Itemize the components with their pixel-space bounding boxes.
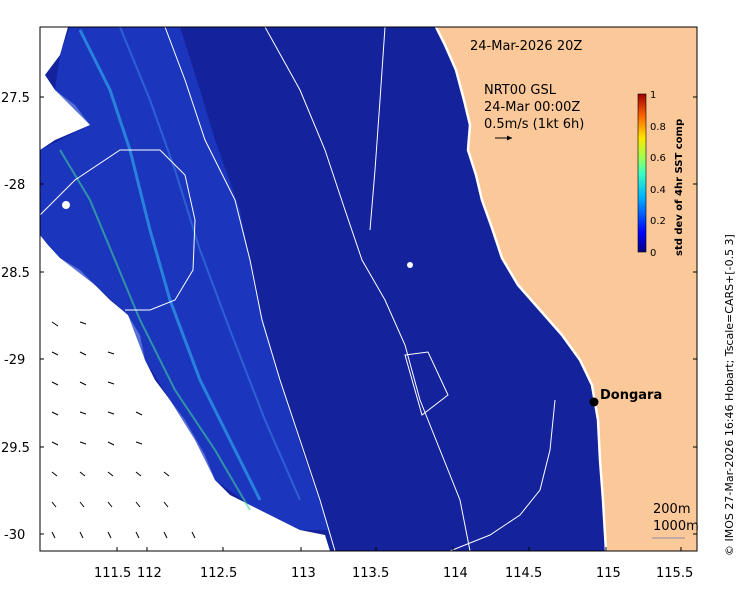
variability-streak bbox=[78, 29, 262, 501]
reef-outline bbox=[404, 351, 449, 416]
dongara-label: Dongara bbox=[600, 388, 662, 403]
colorbar-tick: 0.8 bbox=[650, 122, 666, 133]
plot-frame bbox=[39, 26, 698, 552]
map-timestamp: 24-Mar-2026 20Z bbox=[470, 39, 582, 54]
bathymetry-contour bbox=[69, 379, 211, 501]
contour-legend-200m: 200m bbox=[653, 502, 690, 517]
high-variability-band bbox=[40, 27, 330, 530]
contour-legend-1000m: 1000m bbox=[653, 519, 699, 534]
bathymetry-contour bbox=[369, 27, 386, 231]
no-data-gap bbox=[407, 262, 413, 268]
map-plot-area bbox=[40, 27, 697, 551]
colorbar-tick: 0 bbox=[650, 248, 656, 259]
bathymetry-contour bbox=[40, 149, 196, 311]
variability-streak bbox=[119, 27, 301, 501]
dongara-marker bbox=[589, 397, 599, 407]
x-tick-label: 112 bbox=[137, 566, 162, 581]
colorbar-tick: 0.2 bbox=[650, 216, 666, 227]
current-vectors bbox=[51, 321, 196, 539]
x-tick-label: 113.5 bbox=[352, 566, 389, 581]
y-tick-label: -28 bbox=[4, 178, 25, 193]
coastline bbox=[434, 27, 608, 551]
current-scale-arrow bbox=[495, 135, 512, 141]
x-tick-label: 115.5 bbox=[656, 566, 693, 581]
y-tick-label: 29.5 bbox=[1, 441, 30, 456]
imos-credit: © IMOS 27-Mar-2026 16:46 Hobart; Tscale=… bbox=[723, 234, 736, 556]
y-axis: 27.5 -28 28.5 -29 29.5 -30 bbox=[1, 91, 30, 543]
colorbar-tick: 0.6 bbox=[650, 153, 666, 164]
y-tick-label: -30 bbox=[4, 528, 25, 543]
y-tick-label: 28.5 bbox=[1, 266, 30, 281]
x-tick-label: 111.5 bbox=[94, 566, 131, 581]
colorbar-title: std dev of 4hr SST comp bbox=[674, 119, 685, 256]
variability-streak bbox=[59, 149, 251, 511]
colorbar-tick: 0.4 bbox=[650, 185, 666, 196]
no-data-gap bbox=[62, 201, 70, 209]
axis-tick-marks bbox=[40, 96, 697, 551]
x-axis: 111.5 112 112.5 113 113.5 114 114.5 115 … bbox=[94, 566, 693, 581]
bathymetry-contour-1000m bbox=[164, 27, 336, 551]
x-tick-label: 115 bbox=[596, 566, 621, 581]
bathymetry-contour-200m bbox=[264, 27, 471, 551]
y-tick-label: -29 bbox=[4, 353, 25, 368]
bathymetry-contour bbox=[449, 399, 556, 551]
current-scale-label: 0.5m/s (1kt 6h) bbox=[484, 117, 584, 132]
x-tick-label: 114.5 bbox=[505, 566, 542, 581]
y-tick-label: 27.5 bbox=[1, 91, 30, 106]
colorbar-tick: 1 bbox=[650, 90, 656, 101]
x-tick-label: 112.5 bbox=[200, 566, 237, 581]
colorbar: 0 0.2 0.4 0.6 0.8 1 std dev of 4hr SST c… bbox=[637, 90, 685, 259]
colorbar-gradient bbox=[637, 93, 647, 253]
australia-land bbox=[436, 27, 697, 551]
current-source-label: NRT00 GSL bbox=[484, 83, 557, 98]
current-time-label: 24-Mar 00:00Z bbox=[484, 100, 580, 115]
x-tick-label: 113 bbox=[291, 566, 316, 581]
x-tick-label: 114 bbox=[443, 566, 468, 581]
